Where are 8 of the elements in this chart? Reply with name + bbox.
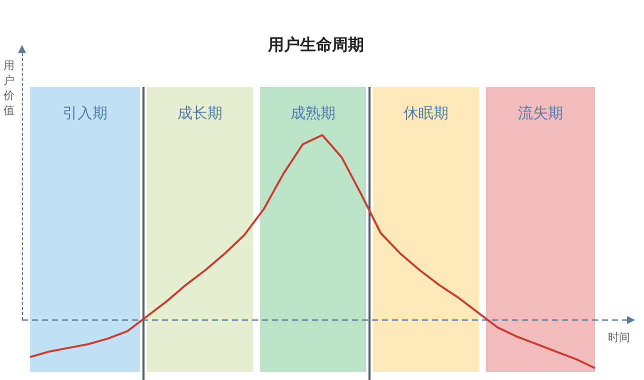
chart-title: 用户生命周期 (267, 35, 364, 54)
y-axis-title: 用户价值 (2, 58, 14, 117)
text: 引入期 (62, 104, 108, 122)
x-axis-title: 时间 (608, 330, 630, 344)
text: 流失期 (518, 104, 563, 122)
text: 成熟期 (290, 104, 336, 122)
text: 成长期 (178, 104, 222, 122)
text: 休眠期 (404, 104, 448, 122)
